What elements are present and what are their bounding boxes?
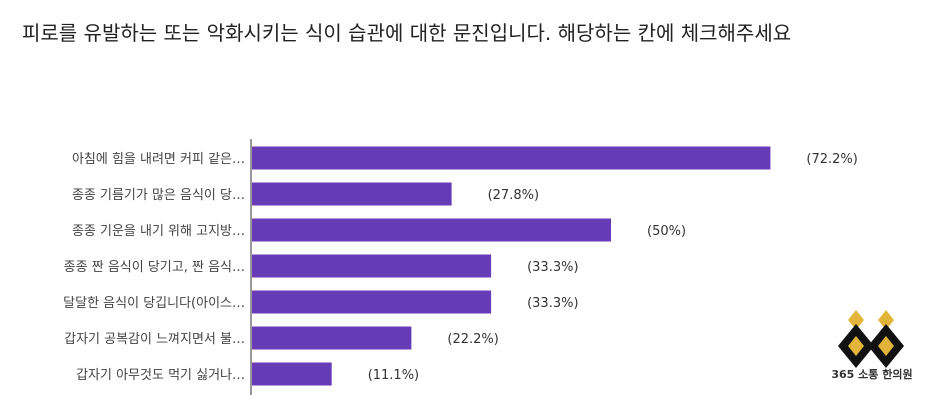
bar[interactable]: [252, 290, 492, 314]
category-label: 갑자기 아무것도 먹기 싫거나…: [76, 368, 245, 383]
category-label: 달달한 음식이 당깁니다(아이스…: [63, 296, 245, 311]
value-label: (22.2%): [447, 332, 498, 347]
category-label: 종종 기름기가 많은 음식이 당…: [72, 188, 245, 203]
value-label: (72.2%): [806, 152, 857, 167]
bar[interactable]: [252, 326, 412, 350]
category-label: 갑자기 공복감이 느껴지면서 불…: [64, 332, 245, 347]
logo: [826, 306, 916, 386]
category-label: 종종 기운을 내기 위해 고지방…: [72, 224, 245, 239]
bar[interactable]: [252, 146, 771, 170]
bar[interactable]: [252, 254, 492, 278]
bar[interactable]: [252, 182, 452, 206]
value-label: (11.1%): [368, 368, 419, 383]
question-title: 피로를 유발하는 또는 악화시키는 식이 습관에 대한 문진입니다. 해당하는 …: [22, 21, 792, 45]
value-label: (50%): [647, 224, 686, 239]
value-label: (33.3%): [527, 260, 578, 275]
logo-text: 365 소통 한의원: [831, 368, 913, 381]
logo-icon: [838, 310, 904, 368]
value-label: (33.3%): [527, 296, 578, 311]
bar[interactable]: [252, 362, 332, 386]
value-label: (27.8%): [488, 188, 539, 203]
bar[interactable]: [252, 218, 611, 242]
category-label: 아침에 힘을 내려면 커피 같은…: [72, 152, 245, 167]
category-label: 종종 짠 음식이 당기고, 짠 음식…: [64, 260, 245, 275]
